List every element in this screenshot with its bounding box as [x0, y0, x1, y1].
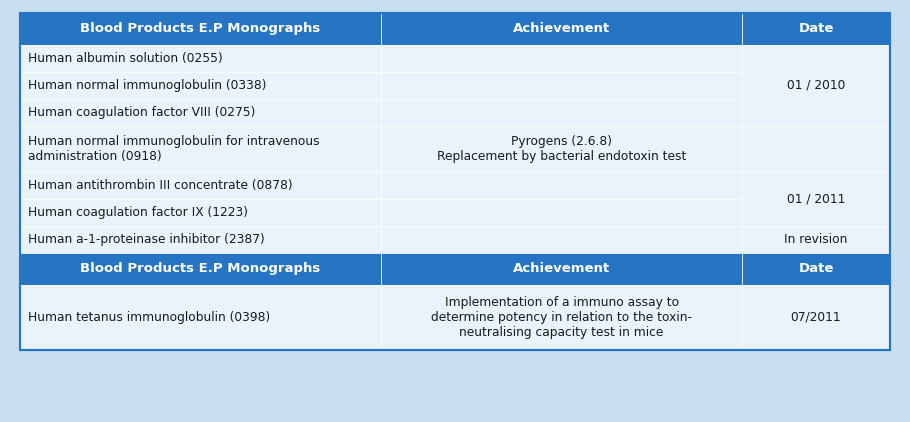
Bar [742, 13, 890, 45]
Bar [742, 72, 890, 99]
Text: Blood Products E.P Monographs: Blood Products E.P Monographs [80, 262, 320, 275]
Text: Achievement: Achievement [513, 22, 610, 35]
Text: 07/2011: 07/2011 [791, 311, 842, 324]
Text: In revision: In revision [784, 233, 848, 246]
Bar [381, 285, 742, 350]
Text: Pyrogens (2.6.8)
Replacement by bacterial endotoxin test: Pyrogens (2.6.8) Replacement by bacteria… [437, 135, 686, 162]
Bar [20, 199, 381, 226]
Bar [381, 172, 742, 199]
Bar [742, 99, 890, 126]
Text: Human a-1-proteinase inhibitor (2387): Human a-1-proteinase inhibitor (2387) [28, 233, 265, 246]
Bar [742, 172, 890, 199]
Bar [20, 99, 381, 126]
Text: 01 / 2011: 01 / 2011 [787, 192, 845, 205]
Text: Achievement: Achievement [513, 262, 610, 275]
Text: Implementation of a immuno assay to
determine potency in relation to the toxin-
: Implementation of a immuno assay to dete… [431, 296, 693, 339]
Text: 01 / 2010: 01 / 2010 [787, 78, 845, 92]
Text: Human coagulation factor VIII (0275): Human coagulation factor VIII (0275) [28, 106, 256, 119]
Text: Blood Products E.P Monographs: Blood Products E.P Monographs [80, 22, 320, 35]
Bar [742, 45, 890, 126]
Bar [381, 13, 742, 45]
Bar [381, 199, 742, 226]
Bar [20, 72, 381, 99]
Bar [742, 226, 890, 253]
Bar [20, 253, 381, 285]
Bar [742, 253, 890, 285]
Text: Human coagulation factor IX (1223): Human coagulation factor IX (1223) [28, 206, 248, 219]
Text: Human normal immunoglobulin for intravenous
administration (0918): Human normal immunoglobulin for intraven… [28, 135, 319, 162]
Text: Human normal immunoglobulin (0338): Human normal immunoglobulin (0338) [28, 78, 267, 92]
Bar [742, 172, 890, 226]
Bar [20, 13, 381, 45]
Bar [381, 72, 742, 99]
Bar [742, 126, 890, 172]
Text: Human tetanus immunoglobulin (0398): Human tetanus immunoglobulin (0398) [28, 311, 270, 324]
Bar [381, 45, 742, 72]
Bar [381, 226, 742, 253]
Text: Human albumin solution (0255): Human albumin solution (0255) [28, 51, 223, 65]
Bar [381, 99, 742, 126]
Bar [381, 253, 742, 285]
Bar [20, 172, 381, 199]
Bar [381, 126, 742, 172]
Bar [20, 285, 381, 350]
Bar [20, 226, 381, 253]
Text: Human antithrombin III concentrate (0878): Human antithrombin III concentrate (0878… [28, 179, 293, 192]
Bar [20, 126, 381, 172]
Bar [20, 13, 890, 350]
Text: Date: Date [798, 22, 834, 35]
Bar [742, 199, 890, 226]
Text: Date: Date [798, 262, 834, 275]
Bar [742, 226, 890, 253]
Bar [20, 45, 381, 72]
Bar [742, 45, 890, 72]
Bar [742, 285, 890, 350]
Bar [20, 13, 890, 350]
